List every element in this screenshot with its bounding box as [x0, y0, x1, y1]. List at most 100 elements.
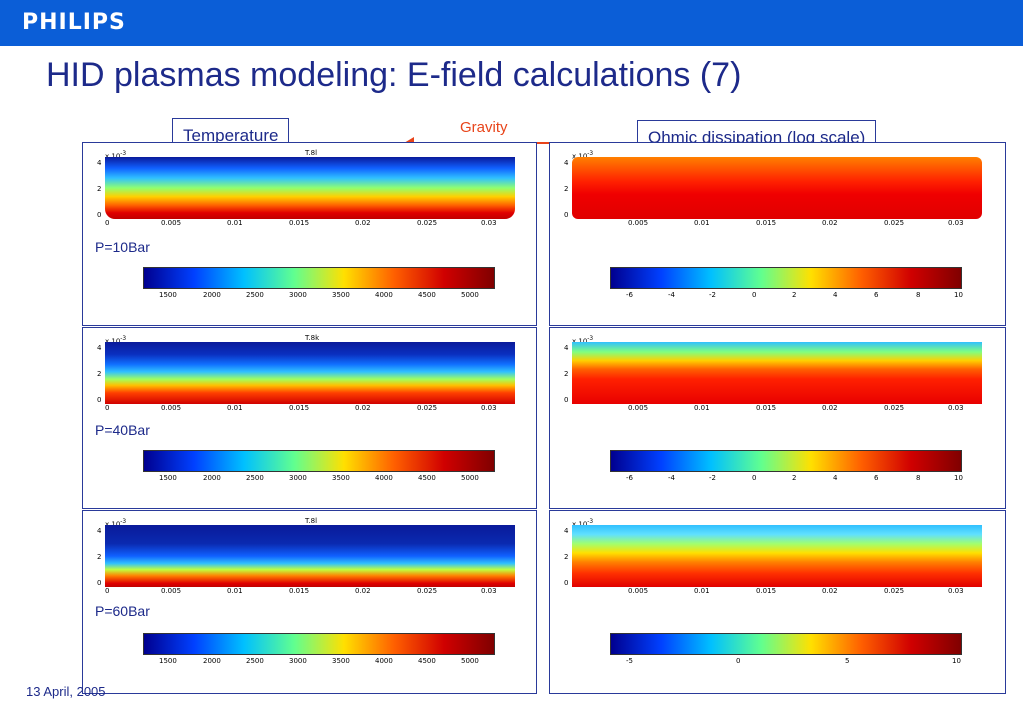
colorbar-tick: 0 [752, 291, 757, 299]
colorbar-tick: 5000 [461, 291, 479, 299]
colorbar-tick: 6 [874, 474, 879, 482]
colorbar-tick: 2000 [203, 291, 221, 299]
temperature-contour-plot [105, 525, 515, 587]
x-tick: 0.025 [417, 219, 438, 227]
plot-title: T.8l [305, 517, 318, 525]
ohmic-colorbar [610, 450, 962, 472]
colorbar-tick: 3000 [289, 291, 307, 299]
colorbar-tick: 2000 [203, 657, 221, 665]
x-tick: 0.025 [884, 219, 905, 227]
y-exponent: x 10-3 [572, 519, 594, 528]
x-tick: 0.015 [289, 587, 310, 595]
temperature-contour-plot [105, 342, 515, 404]
x-tick: 0.01 [227, 404, 243, 412]
y-tick: 4 [97, 159, 102, 167]
x-tick: 0.01 [227, 219, 243, 227]
colorbar-tick: 10 [954, 291, 963, 299]
colorbar-tick: 8 [916, 474, 921, 482]
gravity-label: Gravity [460, 119, 508, 136]
y-tick: 2 [97, 370, 102, 378]
x-tick: 0.015 [289, 219, 310, 227]
x-tick: 0.03 [481, 219, 497, 227]
colorbar-tick: 8 [916, 291, 921, 299]
colorbar-tick: 2 [792, 291, 797, 299]
x-tick: 0.03 [948, 404, 964, 412]
colorbar-tick: 3000 [289, 657, 307, 665]
x-tick: 0.02 [822, 587, 838, 595]
colorbar-tick: -6 [626, 291, 633, 299]
temperature-contour-plot [105, 157, 515, 219]
header-bar: PHILIPS [0, 0, 1023, 46]
colorbar-tick: 0 [752, 474, 757, 482]
y-tick: 0 [97, 396, 102, 404]
plot-title: T.8l [305, 149, 318, 157]
colorbar-tick: 5000 [461, 657, 479, 665]
pressure-label: P=60Bar [95, 603, 150, 619]
colorbar-tick: 2500 [246, 474, 264, 482]
colorbar-tick: 3500 [332, 657, 350, 665]
x-tick: 0.015 [756, 404, 777, 412]
temperature-colorbar [143, 267, 495, 289]
colorbar-tick: 2500 [246, 657, 264, 665]
x-tick: 0.015 [756, 219, 777, 227]
colorbar-tick: 0 [736, 657, 741, 665]
colorbar-tick: 4000 [375, 657, 393, 665]
pressure-label: P=10Bar [95, 239, 150, 255]
colorbar-tick: 2000 [203, 474, 221, 482]
y-exponent: x 10-3 [572, 336, 594, 345]
colorbar-tick: 1500 [159, 657, 177, 665]
x-tick: 0.005 [628, 404, 649, 412]
x-tick: 0.025 [884, 404, 905, 412]
colorbar-tick: 1500 [159, 291, 177, 299]
colorbar-tick: 4 [833, 291, 838, 299]
x-tick: 0.03 [481, 587, 497, 595]
y-tick: 0 [564, 211, 569, 219]
plot-title: T.8k [305, 334, 320, 342]
colorbar-tick: 4000 [375, 291, 393, 299]
colorbar-tick: 10 [954, 474, 963, 482]
colorbar-tick: 6 [874, 291, 879, 299]
x-tick: 0 [105, 404, 110, 412]
x-tick: 0.03 [948, 219, 964, 227]
temperature-colorbar [143, 633, 495, 655]
colorbar-tick: 4 [833, 474, 838, 482]
colorbar-tick: 4500 [418, 657, 436, 665]
y-tick: 4 [97, 527, 102, 535]
colorbar-tick: 5000 [461, 474, 479, 482]
x-tick: 0.02 [822, 219, 838, 227]
ohmic-panel-10bar: x 10-3 4 2 0 0.005 0.01 0.015 0.02 0.025… [549, 142, 1006, 326]
x-tick: 0.02 [355, 587, 371, 595]
colorbar-tick: -5 [626, 657, 633, 665]
x-tick: 0.025 [417, 404, 438, 412]
x-tick: 0.02 [355, 404, 371, 412]
y-tick: 2 [564, 370, 569, 378]
ohmic-contour-plot [572, 157, 982, 219]
x-tick: 0.005 [628, 587, 649, 595]
temperature-panel-10bar: x 10-3 T.8l 4 2 0 0 0.005 0.01 0.015 0.0… [82, 142, 537, 326]
ohmic-colorbar [610, 633, 962, 655]
x-tick: 0.005 [161, 404, 182, 412]
colorbar-tick: 3500 [332, 474, 350, 482]
y-tick: 2 [97, 185, 102, 193]
y-exponent: x 10-3 [105, 519, 127, 528]
ohmic-contour-plot [572, 342, 982, 404]
y-tick: 2 [97, 553, 102, 561]
x-tick: 0.025 [417, 587, 438, 595]
footer-date: 13 April, 2005 [26, 684, 106, 699]
colorbar-tick: -4 [668, 291, 675, 299]
colorbar-tick: 4500 [418, 474, 436, 482]
y-tick: 2 [564, 553, 569, 561]
ohmic-panel-60bar: x 10-3 4 2 0 0.005 0.01 0.015 0.02 0.025… [549, 510, 1006, 694]
x-tick: 0.01 [694, 587, 710, 595]
y-exponent: x 10-3 [105, 151, 127, 160]
y-exponent: x 10-3 [572, 151, 594, 160]
x-tick: 0.015 [289, 404, 310, 412]
colorbar-tick: 3500 [332, 291, 350, 299]
ohmic-contour-plot [572, 525, 982, 587]
colorbar-tick: 4000 [375, 474, 393, 482]
x-tick: 0.005 [628, 219, 649, 227]
y-tick: 0 [564, 579, 569, 587]
y-tick: 2 [564, 185, 569, 193]
x-tick: 0.03 [948, 587, 964, 595]
x-tick: 0 [105, 219, 110, 227]
